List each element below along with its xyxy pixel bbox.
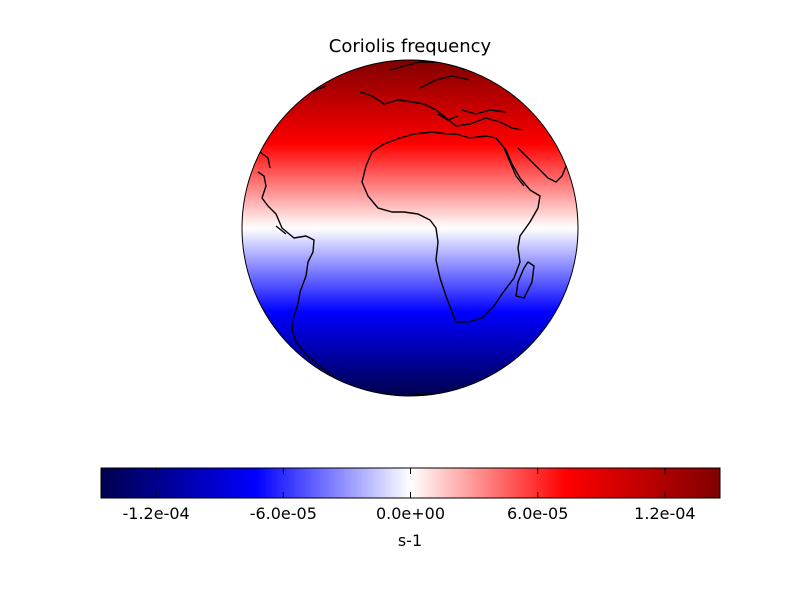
- coastline-south-america: [257, 171, 371, 395]
- colorbar-label: s-1: [398, 531, 422, 550]
- colorbar: -1.2e-04 -6.0e-05 0.0e+00 6.0e-05 1.2e-04 s-…: [100, 467, 721, 550]
- coastline-caribbean: [259, 151, 287, 235]
- colorbar-tick-label: 6.0e-05: [507, 504, 568, 523]
- coastline-arabia: [517, 147, 573, 183]
- colorbar-tick-label: 1.2e-04: [634, 504, 695, 523]
- globe: [241, 59, 579, 397]
- coastline-madagascar: [515, 261, 535, 299]
- globe-outline: [241, 59, 579, 397]
- colorbar-tick-label: 0.0e+00: [376, 504, 445, 523]
- colorbar-tick-label: -1.2e-04: [123, 504, 190, 523]
- colorbar-ticks: -1.2e-04 -6.0e-05 0.0e+00 6.0e-05 1.2e-04: [123, 468, 696, 523]
- globe-field: [242, 60, 578, 396]
- coastline-africa: [361, 131, 541, 323]
- chart-title: Coriolis frequency: [329, 36, 492, 57]
- coastline-red-sea: [503, 147, 525, 187]
- coastline-europe: [359, 61, 523, 131]
- colorbar-tick-label: -6.0e-05: [250, 504, 317, 523]
